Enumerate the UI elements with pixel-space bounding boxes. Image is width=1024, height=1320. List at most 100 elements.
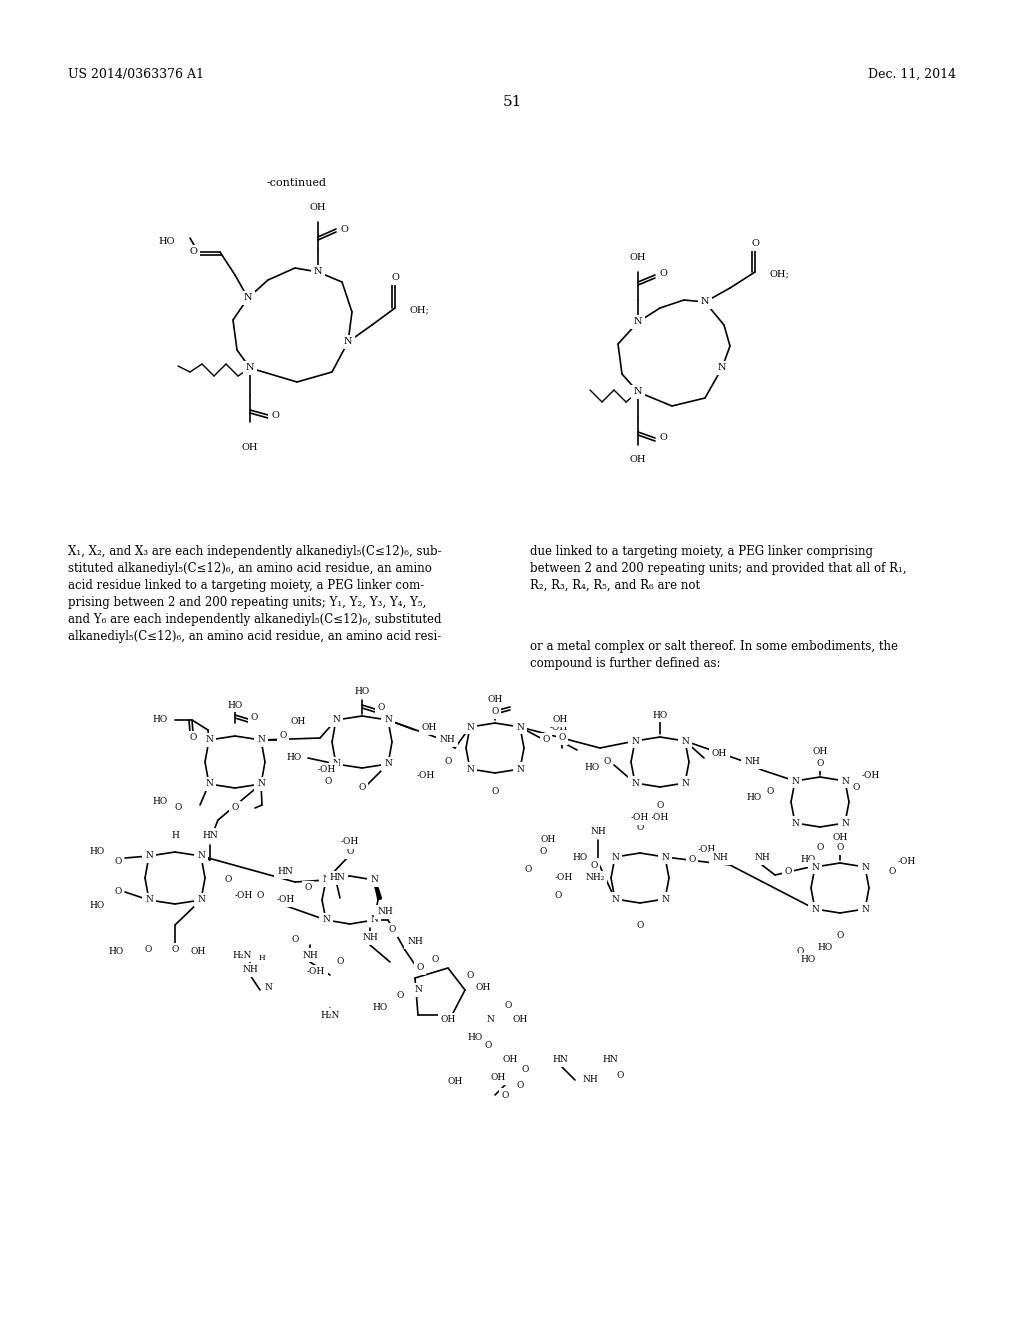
Text: N: N [811, 862, 819, 871]
Text: NH: NH [590, 828, 606, 837]
Text: HN: HN [552, 1056, 568, 1064]
Text: O: O [224, 875, 231, 884]
Text: N: N [662, 853, 669, 862]
Text: HO: HO [801, 855, 816, 865]
Text: O: O [751, 239, 759, 248]
Text: HO: HO [585, 763, 600, 772]
Text: O: O [659, 269, 667, 279]
Text: N: N [257, 735, 265, 744]
Text: HO: HO [153, 797, 168, 807]
Text: N: N [841, 776, 849, 785]
Text: -OH: -OH [341, 837, 359, 846]
Text: O: O [521, 1065, 528, 1074]
Text: O: O [325, 777, 332, 787]
Text: N: N [700, 297, 710, 306]
Text: N: N [681, 737, 689, 746]
Text: N: N [662, 895, 669, 903]
Text: O: O [431, 956, 438, 965]
Text: O: O [291, 936, 299, 945]
Text: HO: HO [159, 238, 175, 247]
Text: O: O [784, 867, 792, 876]
Text: N: N [631, 779, 639, 788]
Text: N: N [811, 904, 819, 913]
Text: O: O [189, 248, 197, 256]
Text: N: N [861, 862, 869, 871]
Text: NH₂: NH₂ [586, 874, 605, 883]
Text: N: N [264, 983, 272, 993]
Text: O: O [540, 847, 547, 857]
Text: N: N [244, 293, 252, 302]
Text: O: O [115, 887, 122, 896]
Text: HO: HO [90, 847, 105, 857]
Text: OH: OH [712, 750, 727, 759]
Text: N: N [861, 904, 869, 913]
Text: O: O [656, 801, 664, 810]
Text: O: O [816, 759, 823, 768]
Text: -OH: -OH [318, 766, 336, 775]
Text: O: O [340, 224, 348, 234]
Text: N: N [384, 715, 392, 725]
Text: N: N [370, 916, 378, 924]
Text: NH: NH [362, 933, 378, 942]
Text: -OH: -OH [631, 813, 649, 822]
Text: OH;: OH; [410, 305, 430, 314]
Text: O: O [797, 948, 804, 957]
Text: N: N [631, 737, 639, 746]
Text: NH: NH [242, 965, 258, 974]
Text: N: N [414, 986, 422, 994]
Text: NH: NH [408, 937, 423, 946]
Text: N: N [841, 818, 849, 828]
Text: NH: NH [302, 950, 317, 960]
Text: N: N [323, 875, 330, 884]
Text: HN: HN [278, 867, 293, 876]
Text: O: O [271, 411, 279, 420]
Text: N: N [145, 895, 153, 904]
Text: R₂, R₃, R₄, R₅, and R₆ are not: R₂, R₃, R₄, R₅, and R₆ are not [530, 579, 700, 591]
Text: O: O [466, 970, 474, 979]
Text: O: O [391, 273, 399, 282]
Text: NH: NH [754, 854, 770, 862]
Text: O: O [888, 867, 896, 876]
Text: -OH: -OH [898, 858, 916, 866]
Text: HO: HO [467, 1034, 482, 1043]
Text: HN: HN [329, 874, 345, 883]
Text: O: O [336, 957, 344, 966]
Text: OH: OH [541, 836, 556, 845]
Text: OH: OH [309, 202, 327, 211]
Text: HO: HO [227, 701, 243, 710]
Text: N: N [611, 853, 618, 862]
Text: -continued: -continued [267, 178, 327, 187]
Text: -OH: -OH [550, 723, 568, 733]
Text: N: N [516, 722, 524, 731]
Text: -OH: -OH [698, 846, 716, 854]
Text: O: O [659, 433, 667, 442]
Text: Dec. 11, 2014: Dec. 11, 2014 [868, 69, 956, 81]
Text: -OH: -OH [307, 968, 325, 977]
Text: HN: HN [602, 1056, 617, 1064]
Text: stituted alkanediyl₅(C≤12)₆, an amino acid residue, an amino: stituted alkanediyl₅(C≤12)₆, an amino ac… [68, 562, 432, 576]
Text: O: O [484, 1040, 492, 1049]
Text: O: O [837, 931, 844, 940]
Text: -OH: -OH [862, 771, 881, 780]
Text: -OH: -OH [555, 874, 573, 883]
Text: compound is further defined as:: compound is further defined as: [530, 657, 721, 671]
Text: OH: OH [630, 455, 646, 465]
Text: OH: OH [487, 696, 503, 705]
Text: O: O [280, 730, 287, 739]
Text: O: O [636, 920, 644, 929]
Text: O: O [231, 804, 239, 813]
Text: O: O [504, 1001, 512, 1010]
Text: N: N [332, 759, 340, 768]
Text: O: O [250, 714, 258, 722]
Text: O: O [516, 1081, 523, 1089]
Text: OH: OH [190, 948, 206, 957]
Text: O: O [377, 702, 385, 711]
Text: OH: OH [512, 1015, 527, 1024]
Text: OH: OH [812, 747, 827, 756]
Text: HO: HO [373, 1003, 388, 1012]
Text: O: O [766, 788, 774, 796]
Text: OH: OH [490, 1073, 506, 1082]
Text: HN: HN [202, 830, 218, 840]
Text: N: N [611, 895, 618, 903]
Text: N: N [718, 363, 726, 372]
